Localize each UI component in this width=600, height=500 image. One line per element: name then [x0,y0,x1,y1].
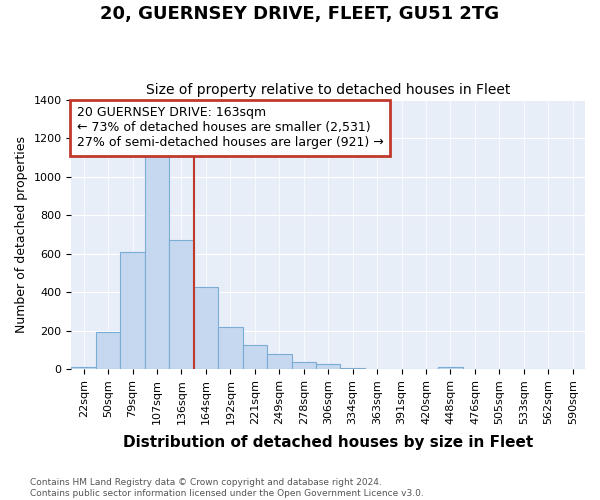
Bar [292,362,316,369]
Text: Contains HM Land Registry data © Crown copyright and database right 2024.
Contai: Contains HM Land Registry data © Crown c… [30,478,424,498]
Bar [218,326,242,369]
Text: 20, GUERNSEY DRIVE, FLEET, GU51 2TG: 20, GUERNSEY DRIVE, FLEET, GU51 2TG [100,5,500,23]
Text: 20 GUERNSEY DRIVE: 163sqm
← 73% of detached houses are smaller (2,531)
27% of se: 20 GUERNSEY DRIVE: 163sqm ← 73% of detac… [77,106,383,150]
Bar [71,366,96,369]
Bar [242,345,267,369]
Bar [316,364,340,369]
Y-axis label: Number of detached properties: Number of detached properties [15,136,28,333]
Bar [340,368,365,369]
Bar [96,332,121,369]
Bar [438,366,463,369]
Bar [194,287,218,369]
Bar [169,240,194,369]
Bar [145,156,169,369]
X-axis label: Distribution of detached houses by size in Fleet: Distribution of detached houses by size … [123,435,533,450]
Bar [267,354,292,369]
Bar [121,252,145,369]
Title: Size of property relative to detached houses in Fleet: Size of property relative to detached ho… [146,83,511,97]
